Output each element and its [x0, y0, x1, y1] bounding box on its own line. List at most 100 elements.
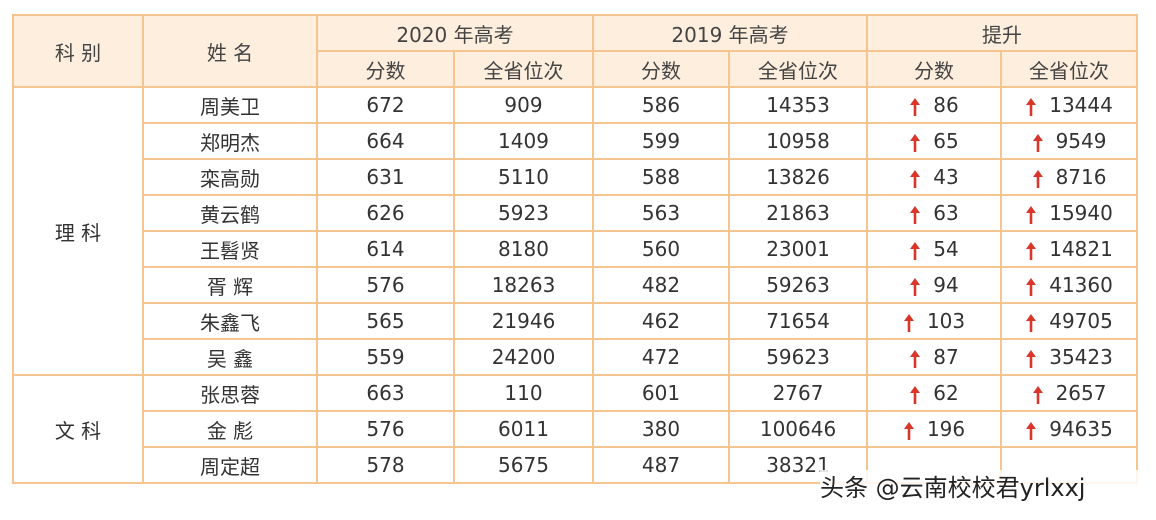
name-cell: 黄云鹤 — [142, 194, 318, 232]
value-cell: 559 — [316, 338, 455, 376]
value-cell: 86 — [866, 86, 1003, 124]
up-arrow — [1032, 169, 1043, 188]
value-cell: 626 — [316, 194, 455, 232]
value-cell: 631 — [316, 158, 455, 196]
header-cell: 全省位次 — [452, 50, 595, 88]
value-cell: 578 — [316, 446, 455, 484]
value-cell: 5923 — [452, 194, 595, 232]
cell-text: 5675 — [498, 453, 549, 477]
up-arrow — [1026, 277, 1037, 296]
cell-text: 王髫贤 — [200, 238, 260, 263]
cell-text: 38321 — [766, 453, 830, 477]
value-cell: 586 — [592, 86, 731, 124]
cell-text: 86 — [933, 93, 959, 117]
cell-text: 8180 — [498, 237, 549, 261]
value-cell: 65 — [866, 122, 1003, 160]
cell-text: 黄云鹤 — [200, 202, 260, 227]
cell-text: 18263 — [491, 273, 556, 297]
value-cell: 41360 — [1000, 266, 1139, 304]
value-cell: 663 — [316, 374, 455, 412]
value-cell: 103 — [866, 302, 1003, 340]
header-cell: 提升 — [866, 14, 1139, 52]
cell-text: 482 — [641, 273, 681, 297]
table-row: 文 科 张思蓉 663 110 601 2767 62 2657 — [12, 374, 1139, 484]
cell-text: 472 — [641, 345, 681, 369]
up-arrow — [1026, 205, 1037, 224]
value-cell: 35423 — [1000, 338, 1139, 376]
cell-text: 2767 — [772, 381, 824, 405]
cell-text: 663 — [366, 381, 405, 405]
value-cell: 9549 — [1000, 122, 1139, 160]
cell-text: 21946 — [491, 309, 556, 333]
cell-text: 5110 — [498, 165, 549, 189]
table-row: 王髫贤 614 8180 560 23001 54 14821 — [13, 230, 1139, 268]
cell-text: 郑明杰 — [200, 130, 260, 155]
table-row: 郑明杰 664 1409 599 10958 65 9549 — [13, 122, 1139, 160]
value-cell: 18263 — [452, 266, 595, 304]
watermark: 头条 @云南校校君yrlxxj — [820, 470, 1140, 506]
header-cell: 分数 — [866, 50, 1003, 88]
value-cell: 196 — [866, 410, 1003, 448]
cell-text: 94635 — [1049, 417, 1113, 441]
name-cell: 郑明杰 — [142, 122, 318, 160]
up-arrow — [903, 313, 914, 332]
value-cell: 94 — [866, 266, 1003, 304]
value-cell: 87 — [866, 338, 1003, 376]
value-cell: 6011 — [452, 410, 595, 448]
table-row: 金 彪 576 6011 380 100646 196 94635 — [13, 410, 1139, 448]
value-cell: 487 — [592, 446, 731, 484]
cell-text: 栾高勋 — [200, 166, 260, 191]
cell-text: 分数 — [914, 58, 955, 83]
value-cell: 49705 — [1000, 302, 1139, 340]
cell-text: 5923 — [498, 201, 549, 225]
table-row: 分数 全省位次 分数 全省位次 分数 全省位次 — [13, 50, 1139, 88]
cell-text: 599 — [641, 129, 681, 153]
cell-text: 14353 — [766, 93, 830, 117]
up-arrow — [1026, 421, 1037, 440]
cell-text: 487 — [641, 453, 681, 477]
header-cell: 分数 — [316, 50, 455, 88]
up-arrow — [1026, 313, 1037, 332]
cell-text: 110 — [504, 381, 543, 405]
value-cell: 5675 — [452, 446, 595, 484]
cell-text: 13826 — [766, 165, 830, 189]
cell-text: 560 — [641, 237, 681, 261]
header-cell: 2020 年高考 — [315, 14, 595, 52]
name-cell: 栾高勋 — [142, 158, 318, 196]
value-cell: 909 — [452, 86, 595, 124]
cell-text: 2020 年高考 — [396, 22, 514, 47]
value-cell: 14821 — [1000, 230, 1139, 268]
cell-text: 金 彪 — [206, 418, 254, 443]
value-cell: 43 — [866, 158, 1003, 196]
table-row: 胥 辉 576 18263 482 59263 94 41360 — [13, 266, 1139, 304]
value-cell: 565 — [316, 302, 455, 340]
value-cell: 63 — [866, 194, 1003, 232]
cell-text: 10958 — [766, 129, 830, 153]
section-cell: 文 科 — [12, 374, 144, 484]
value-cell: 8180 — [452, 230, 595, 268]
table-row: 理 科 周美卫 672 909 586 14353 86 13444 — [12, 86, 1139, 376]
cell-text: 601 — [641, 381, 681, 405]
value-cell: 10958 — [728, 122, 869, 160]
up-arrow — [910, 205, 921, 224]
cell-text: 24200 — [491, 345, 556, 369]
cell-text: 43 — [933, 165, 959, 189]
cell-text: 462 — [641, 309, 681, 333]
value-cell: 472 — [592, 338, 731, 376]
value-cell: 1409 — [452, 122, 595, 160]
cell-text: 9549 — [1055, 129, 1107, 153]
table-row: 朱鑫飞 565 21946 462 71654 103 49705 — [13, 302, 1139, 340]
value-cell: 672 — [316, 86, 455, 124]
cell-text: 672 — [366, 93, 405, 117]
value-cell: 601 — [592, 374, 731, 412]
value-cell: 482 — [592, 266, 731, 304]
cell-text: 理 科 — [54, 220, 102, 245]
cell-text: 21863 — [766, 201, 830, 225]
up-arrow — [903, 421, 914, 440]
value-cell: 21946 — [452, 302, 595, 340]
name-cell: 周定超 — [142, 446, 318, 484]
cell-text: 胥 辉 — [206, 274, 254, 299]
cell-text: 2019 年高考 — [671, 22, 789, 47]
value-cell: 462 — [592, 302, 731, 340]
up-arrow — [910, 169, 921, 188]
